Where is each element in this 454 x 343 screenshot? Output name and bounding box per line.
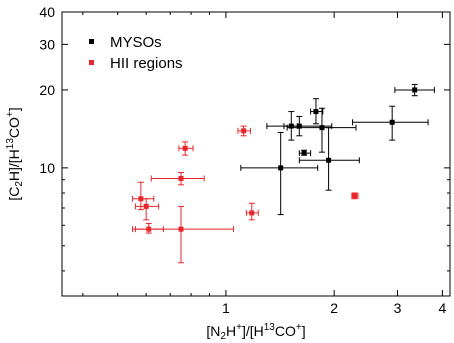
data-point-mysos — [298, 149, 312, 157]
x-tick-label: 2 — [330, 300, 338, 316]
x-axis-label-part: ] — [302, 323, 306, 339]
x-tick-label: 4 — [438, 300, 446, 316]
point-marker — [412, 87, 418, 93]
legend: MYSOs HII regions — [89, 34, 183, 72]
x-tick-label: 1 — [222, 300, 230, 316]
y-axis-label-part: CO — [6, 117, 22, 138]
point-marker — [326, 157, 332, 163]
data-point-hii-regions — [132, 205, 235, 264]
point-marker — [178, 175, 184, 181]
point-marker — [296, 123, 302, 129]
data-point-hii-regions — [351, 192, 359, 200]
major-ticks — [62, 11, 450, 296]
point-marker — [288, 123, 294, 129]
y-tick-label: 30 — [39, 36, 55, 52]
point-marker — [138, 196, 144, 202]
y-tick-label: 20 — [39, 82, 55, 98]
series-layer — [132, 83, 435, 264]
y-tick-label: 40 — [39, 4, 55, 20]
legend-label-mysos: MYSOs — [110, 34, 162, 51]
y-tick-label: 10 — [39, 160, 55, 176]
data-point-hii-regions — [178, 141, 194, 156]
x-axis-label-superscript: 13 — [264, 322, 276, 333]
x-axis-label-part: [N — [206, 323, 220, 339]
data-point-hii-regions — [237, 125, 251, 137]
x-tick-labels: 1 2 3 4 — [222, 300, 446, 316]
y-axis-label: [C2H]/[H13CO+] — [5, 107, 25, 200]
x-tick-label: 3 — [394, 300, 402, 316]
minor-ticks — [62, 12, 450, 296]
y-axis-label-part: ] — [6, 107, 22, 111]
y-axis-label-part: [C — [6, 187, 22, 201]
data-point-hii-regions — [134, 198, 160, 221]
point-marker — [278, 165, 284, 171]
data-point-mysos — [394, 83, 435, 97]
x-axis-label-superscript: + — [296, 322, 302, 333]
data-point-mysos — [283, 111, 298, 141]
point-marker — [389, 119, 395, 125]
x-axis-label-subscript: 2 — [220, 331, 226, 342]
point-marker — [143, 203, 149, 209]
legend-marker-hii-regions — [89, 60, 94, 65]
y-axis-label-part: H]/[H — [6, 149, 22, 181]
data-point-mysos — [286, 107, 357, 153]
y-axis-label-subscript: 2 — [14, 181, 25, 187]
y-axis-label-superscript: 13 — [5, 138, 16, 150]
x-axis-label-part: ]/[H — [242, 323, 264, 339]
data-point-mysos — [310, 98, 324, 125]
point-marker — [319, 125, 325, 131]
data-point-mysos — [240, 131, 319, 216]
point-marker — [182, 145, 188, 151]
legend-marker-mysos — [89, 39, 94, 44]
point-marker — [249, 210, 255, 216]
data-point-hii-regions — [134, 222, 164, 234]
point-marker — [178, 226, 184, 232]
x-axis-label-superscript: + — [236, 322, 242, 333]
legend-label-hii-regions: HII regions — [110, 55, 183, 72]
point-marker — [301, 150, 307, 156]
point-marker — [241, 128, 247, 134]
data-point-mysos — [298, 127, 360, 191]
y-axis-label-superscript: + — [5, 111, 16, 117]
x-axis-label-part: CO — [275, 323, 296, 339]
data-point-mysos — [352, 105, 429, 141]
x-axis-label: [N2H+]/[H13CO+] — [206, 322, 305, 342]
plot-frame — [61, 11, 451, 297]
data-point-hii-regions — [245, 202, 259, 221]
x-axis-label-part: H — [226, 323, 236, 339]
point-marker — [352, 193, 358, 199]
data-point-hii-regions — [150, 171, 205, 186]
point-marker — [313, 109, 319, 115]
y-tick-labels: 10 20 30 40 — [39, 4, 55, 176]
